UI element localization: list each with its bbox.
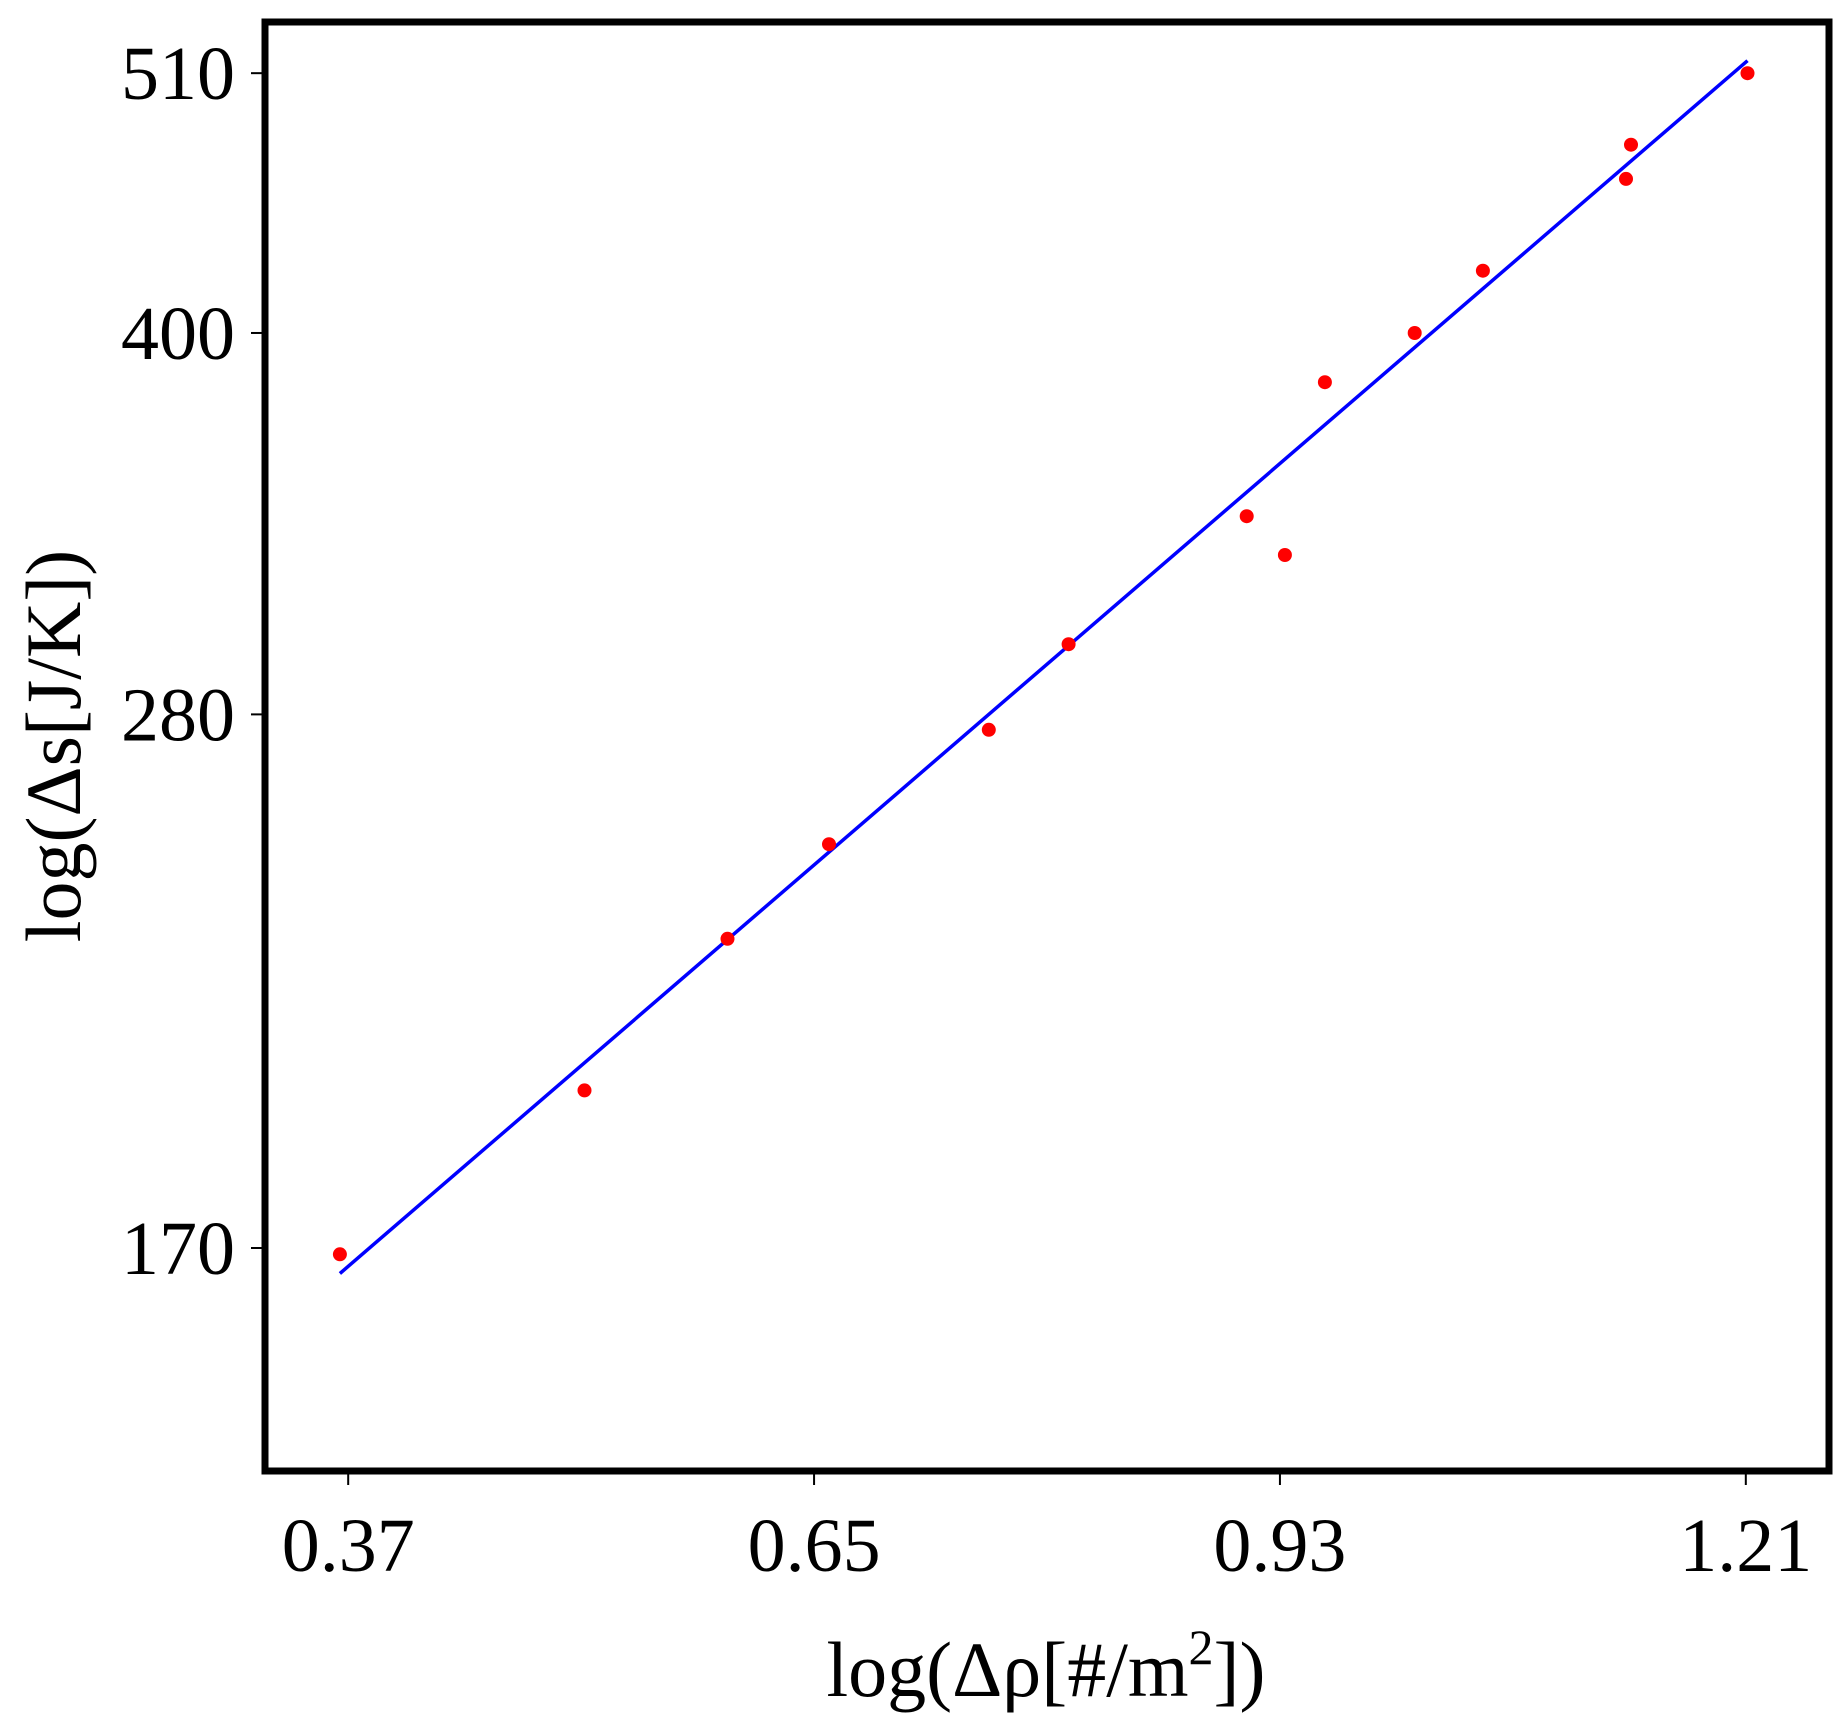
x-tick-label: 1.21 xyxy=(1679,1504,1812,1588)
data-point xyxy=(822,837,836,852)
x-axis-ticks: 0.37 0.65 0.93 1.21 xyxy=(282,1471,1812,1588)
x-tick-label: 0.93 xyxy=(1213,1504,1346,1588)
x-tick-label: 0.65 xyxy=(748,1504,881,1588)
y-tick-label: 510 xyxy=(121,32,235,116)
data-point xyxy=(1619,171,1633,186)
fit-line-layer xyxy=(338,59,1749,1275)
data-point xyxy=(720,931,735,946)
y-tick-label: 170 xyxy=(121,1207,235,1291)
x-axis-label: log(Δρ[#/m2]) xyxy=(827,1619,1266,1713)
data-point xyxy=(1277,548,1292,562)
y-tick-label: 400 xyxy=(121,292,235,376)
data-point xyxy=(1475,263,1490,278)
data-point xyxy=(981,722,996,737)
y-tick-label: 280 xyxy=(121,673,235,757)
data-point xyxy=(1239,509,1254,524)
data-point xyxy=(1624,137,1638,152)
data-point xyxy=(1740,66,1755,81)
x-axis-label-main: log(Δρ[#/m xyxy=(827,1626,1189,1713)
data-points-layer xyxy=(332,66,1755,1262)
plot-frame xyxy=(261,18,1833,1475)
data-point xyxy=(1061,637,1076,652)
data-point xyxy=(332,1247,347,1262)
data-point xyxy=(1407,326,1422,340)
x-axis-label-superscript: 2 xyxy=(1189,1619,1214,1675)
x-axis-label-suffix: ]) xyxy=(1214,1626,1266,1713)
data-point xyxy=(577,1083,592,1098)
y-axis-label: log(Δs[J/K]) xyxy=(10,550,97,942)
fit-line xyxy=(338,59,1749,1275)
x-tick-label: 0.37 xyxy=(282,1504,415,1588)
data-point xyxy=(1317,375,1332,390)
y-axis-ticks: 170 280 400 510 xyxy=(121,32,265,1291)
